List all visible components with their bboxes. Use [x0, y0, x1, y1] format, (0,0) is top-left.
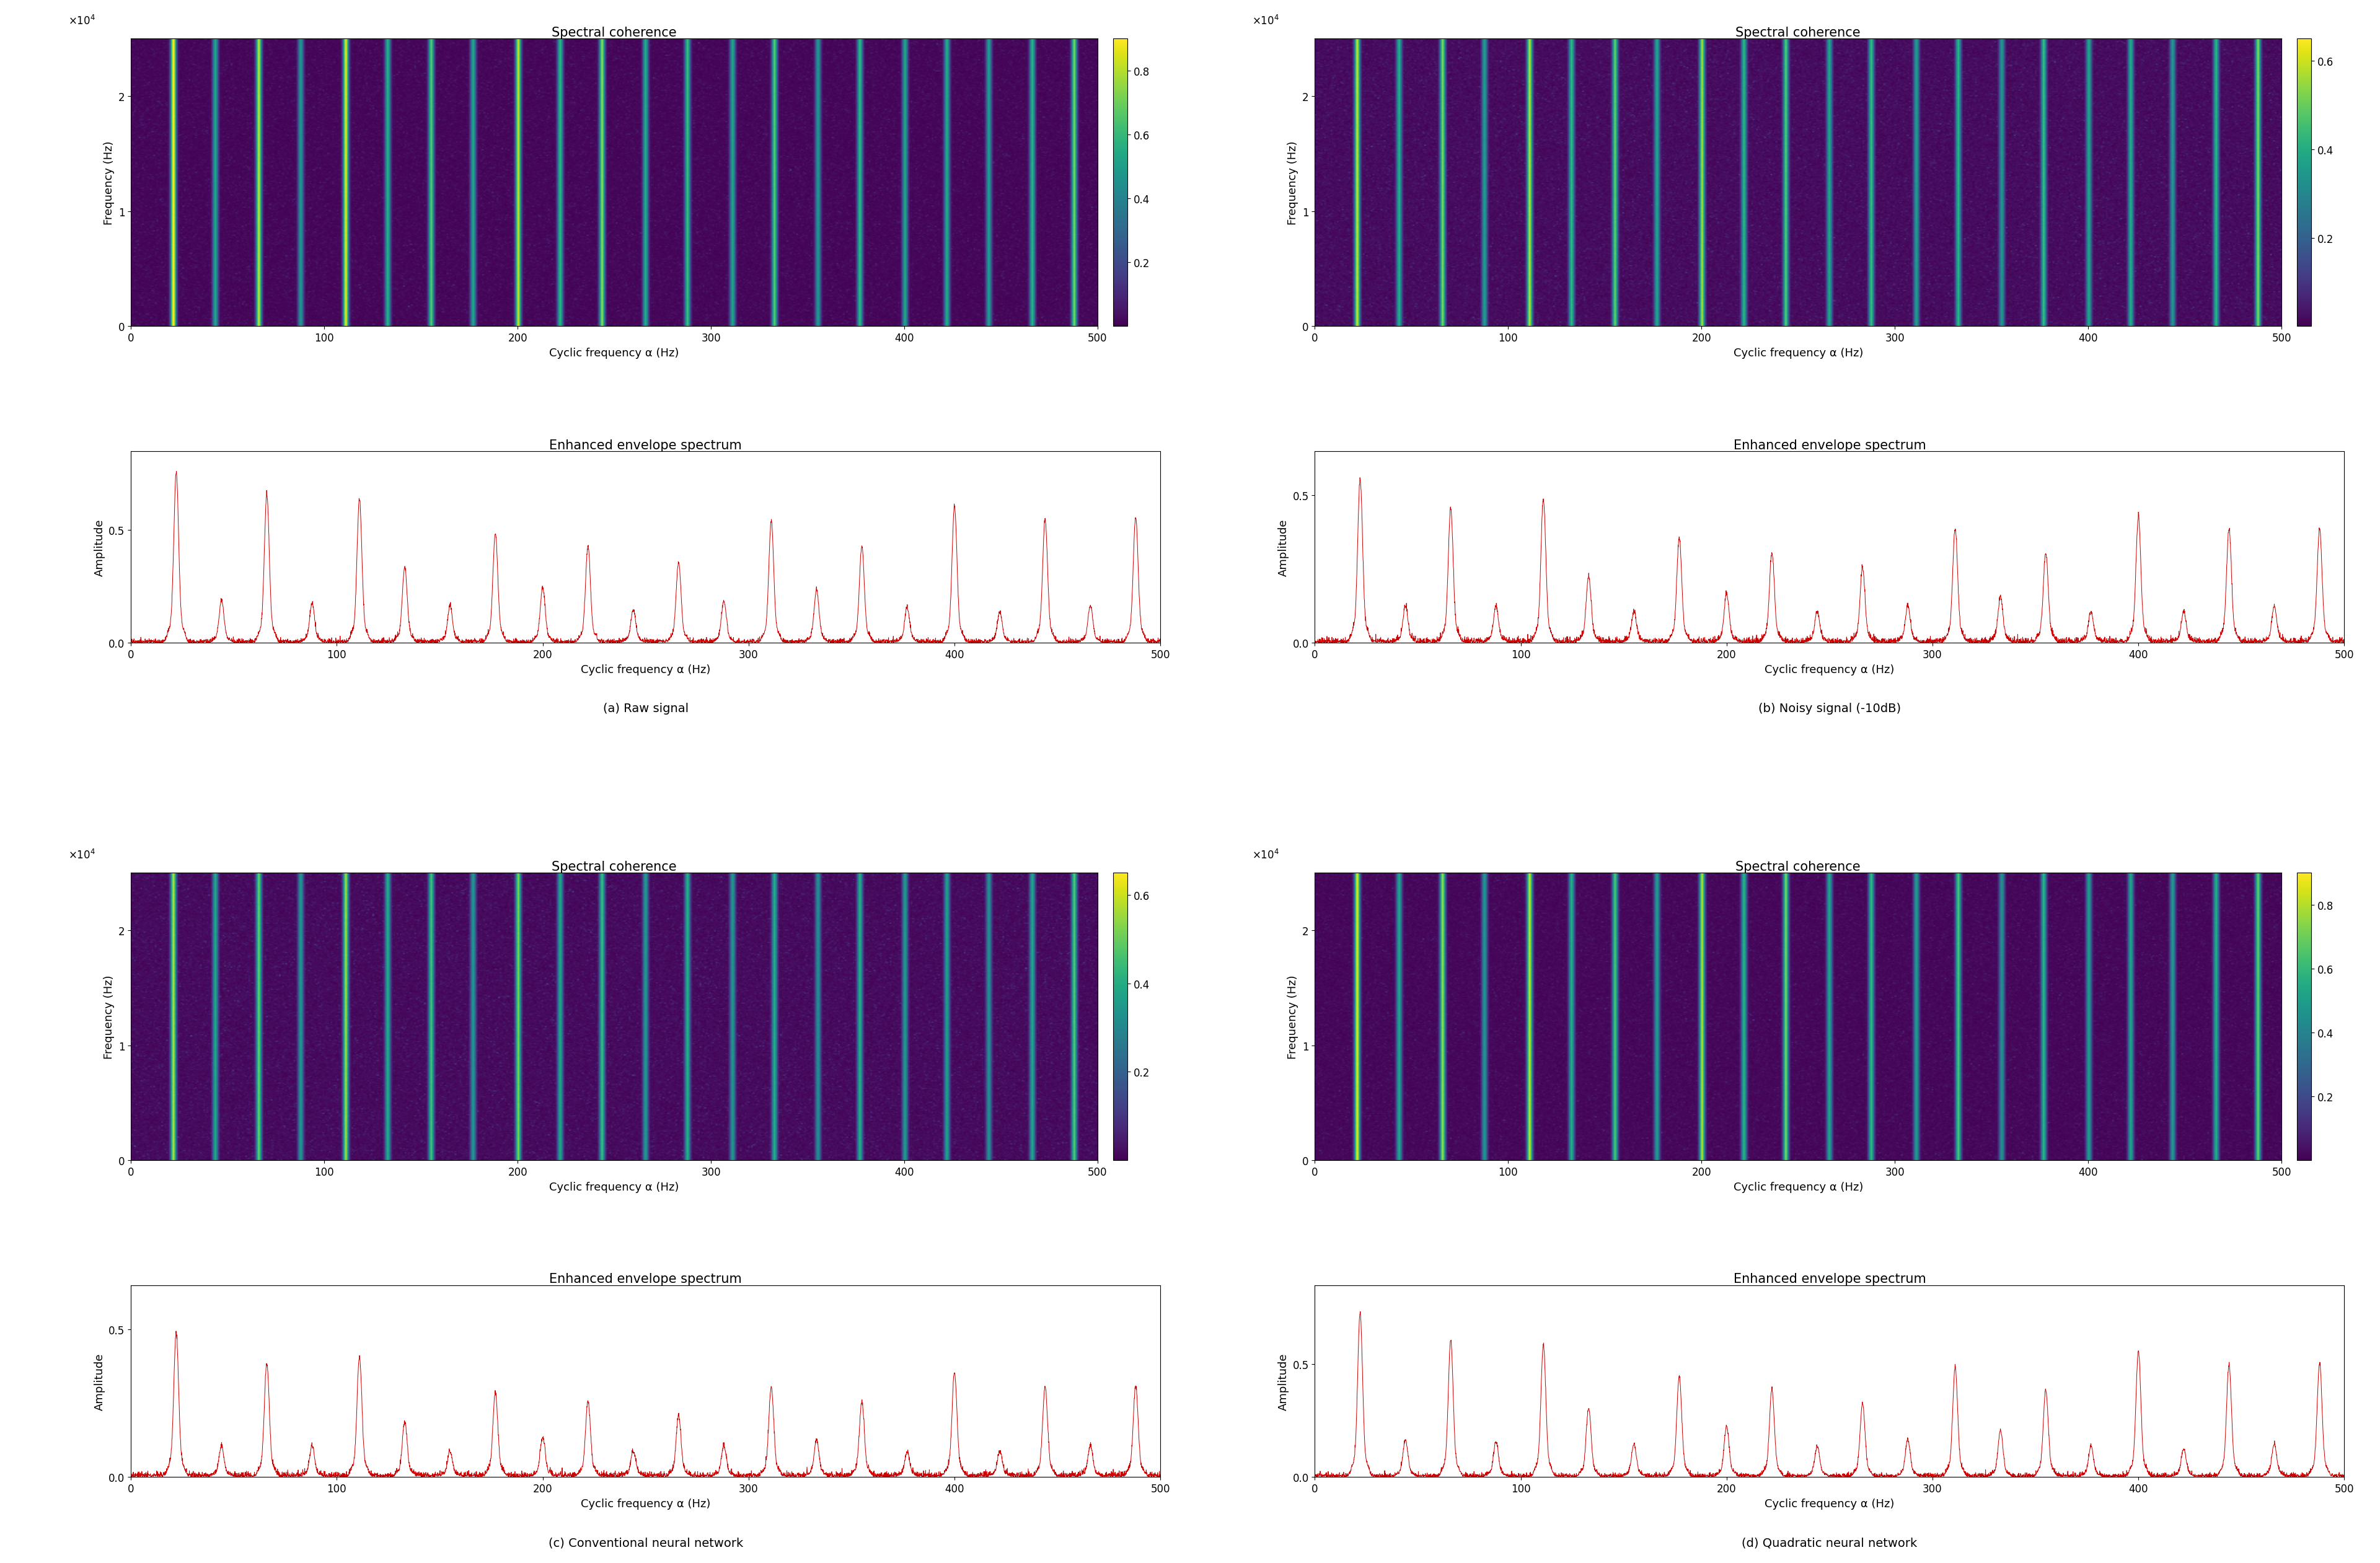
Y-axis label: Amplitude: Amplitude [1278, 1352, 1290, 1410]
Title: Spectral coherence: Spectral coherence [552, 860, 676, 872]
X-axis label: Cyclic frequency α (Hz): Cyclic frequency α (Hz) [1733, 1182, 1864, 1193]
Title: Enhanced envelope spectrum: Enhanced envelope spectrum [550, 1272, 743, 1285]
Text: (c) Conventional neural network: (c) Conventional neural network [547, 1536, 743, 1549]
X-axis label: Cyclic frequency α (Hz): Cyclic frequency α (Hz) [1764, 664, 1894, 675]
Text: (a) Raw signal: (a) Raw signal [602, 703, 688, 714]
Y-axis label: Frequency (Hz): Frequency (Hz) [105, 975, 114, 1058]
Text: (d) Quadratic neural network: (d) Quadratic neural network [1742, 1536, 1918, 1549]
X-axis label: Cyclic frequency α (Hz): Cyclic frequency α (Hz) [550, 347, 678, 358]
X-axis label: Cyclic frequency α (Hz): Cyclic frequency α (Hz) [550, 1182, 678, 1193]
Text: $\times 10^4$: $\times 10^4$ [69, 849, 95, 861]
X-axis label: Cyclic frequency α (Hz): Cyclic frequency α (Hz) [1764, 1497, 1894, 1508]
Text: (b) Noisy signal (-10dB): (b) Noisy signal (-10dB) [1759, 703, 1902, 714]
Title: Enhanced envelope spectrum: Enhanced envelope spectrum [1733, 439, 1925, 452]
Y-axis label: Frequency (Hz): Frequency (Hz) [1288, 141, 1299, 225]
X-axis label: Cyclic frequency α (Hz): Cyclic frequency α (Hz) [581, 1497, 712, 1508]
Text: $\times 10^4$: $\times 10^4$ [1252, 16, 1278, 28]
Title: Enhanced envelope spectrum: Enhanced envelope spectrum [550, 439, 743, 452]
Text: $\times 10^4$: $\times 10^4$ [1252, 849, 1278, 861]
Title: Spectral coherence: Spectral coherence [1735, 860, 1861, 872]
Y-axis label: Amplitude: Amplitude [1278, 519, 1290, 577]
X-axis label: Cyclic frequency α (Hz): Cyclic frequency α (Hz) [1733, 347, 1864, 358]
Text: $\times 10^4$: $\times 10^4$ [69, 16, 95, 28]
Y-axis label: Amplitude: Amplitude [93, 1352, 105, 1410]
Y-axis label: Frequency (Hz): Frequency (Hz) [105, 141, 114, 225]
X-axis label: Cyclic frequency α (Hz): Cyclic frequency α (Hz) [581, 664, 712, 675]
Y-axis label: Frequency (Hz): Frequency (Hz) [1288, 975, 1299, 1058]
Y-axis label: Amplitude: Amplitude [93, 519, 105, 577]
Title: Spectral coherence: Spectral coherence [552, 27, 676, 39]
Title: Spectral coherence: Spectral coherence [1735, 27, 1861, 39]
Title: Enhanced envelope spectrum: Enhanced envelope spectrum [1733, 1272, 1925, 1285]
